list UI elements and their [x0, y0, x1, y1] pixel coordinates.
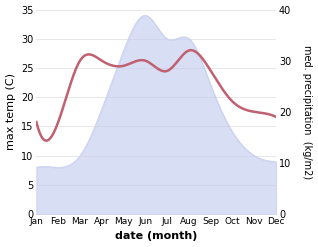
X-axis label: date (month): date (month)	[115, 231, 197, 242]
Y-axis label: max temp (C): max temp (C)	[5, 73, 16, 150]
Y-axis label: med. precipitation  (kg/m2): med. precipitation (kg/m2)	[302, 45, 313, 179]
